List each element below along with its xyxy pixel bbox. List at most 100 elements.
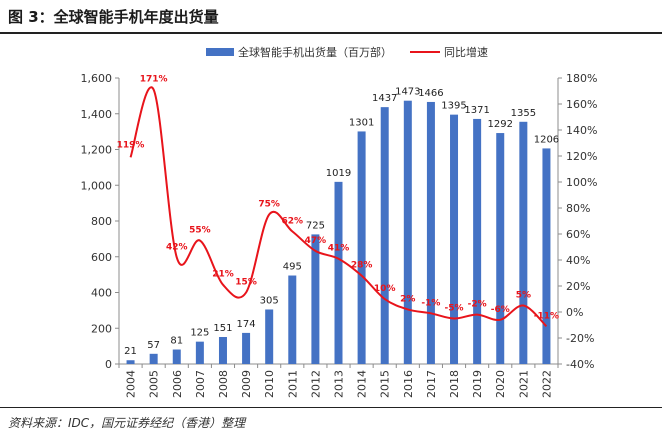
- line-value-label: 21%: [212, 270, 234, 280]
- bar-value-label: 1292: [488, 119, 513, 130]
- bar: [357, 131, 366, 364]
- x-tick-label: 2019: [471, 370, 484, 398]
- bar: [288, 275, 297, 364]
- bar-value-label: 1355: [511, 108, 536, 119]
- bar: [172, 349, 181, 364]
- line-value-label: 55%: [189, 226, 211, 236]
- right-tick-label: -20%: [566, 332, 594, 345]
- line-value-label: 5%: [516, 291, 531, 301]
- bar: [195, 341, 204, 364]
- right-tick-label: 100%: [566, 176, 597, 189]
- bar: [126, 360, 135, 364]
- left-tick-label: 0: [105, 358, 112, 371]
- legend: 全球智能手机出货量（百万部） 同比增速: [206, 45, 488, 59]
- bar-value-label: 81: [170, 336, 183, 347]
- bar: [450, 114, 459, 364]
- left-tick-label: 200: [91, 322, 112, 335]
- x-tick-label: 2018: [448, 370, 461, 398]
- right-tick-label: 60%: [566, 228, 590, 241]
- x-tick-label: 2016: [402, 370, 415, 398]
- footer-rule: [0, 407, 662, 408]
- line-value-label: 62%: [282, 216, 304, 226]
- bar: [426, 101, 435, 364]
- x-tick-label: 2014: [356, 370, 369, 398]
- bar-data-labels: 21 57 81 125 151 174 305 495 725 1019 1301 14371473…: [124, 87, 559, 358]
- right-tick-label: 160%: [566, 98, 597, 111]
- legend-bar-swatch: [206, 48, 234, 56]
- bar-value-label: 57: [147, 340, 160, 351]
- x-tick-label: 2011: [286, 370, 299, 398]
- line-value-label: 10%: [374, 284, 396, 294]
- bar: [311, 234, 320, 364]
- bar-value-label: 495: [283, 262, 302, 273]
- x-tick-label: 2006: [171, 370, 184, 398]
- x-tick-label: 2007: [194, 370, 207, 398]
- legend-line-label: 同比增速: [444, 45, 488, 59]
- x-tick-label: 2015: [379, 370, 392, 398]
- bar-value-label: 305: [260, 295, 279, 306]
- bar-value-label: 125: [190, 328, 209, 339]
- line-value-label: -1%: [421, 298, 440, 308]
- left-tick-label: 600: [91, 251, 112, 264]
- title-rule: [0, 32, 662, 34]
- left-tick-label: 1,200: [81, 144, 113, 157]
- right-tick-label: 40%: [566, 254, 590, 267]
- x-tick-label: 2009: [240, 370, 253, 398]
- bar-value-label: 21: [124, 346, 137, 357]
- left-y-axis: 0 200 400 600 800 1,000 1,200 1,400 1,600: [81, 72, 120, 371]
- figure-title: 图 3：全球智能手机年度出货量: [8, 8, 219, 26]
- bar: [265, 309, 274, 364]
- line-value-label: 28%: [351, 261, 373, 271]
- x-tick-label: 2008: [217, 370, 230, 398]
- line-value-label: 171%: [140, 75, 168, 85]
- bar-value-label: 151: [213, 323, 232, 334]
- bar: [496, 133, 505, 364]
- line-data-labels: 119% 171% 42%55% 21%15% 75%62%47%41%28% 10% 2%…: [117, 75, 559, 322]
- bar-value-label: 1437: [372, 93, 397, 104]
- x-tick-label: 2020: [494, 370, 507, 398]
- line-value-label: 47%: [305, 236, 327, 246]
- bar-value-label: 1019: [326, 168, 351, 179]
- bar: [380, 107, 389, 364]
- bar: [542, 148, 551, 364]
- growth-line: [129, 86, 548, 328]
- left-tick-label: 1,000: [81, 179, 113, 192]
- bar: [242, 332, 251, 364]
- bar-value-label: 1473: [395, 87, 420, 98]
- x-tick-label: 2013: [333, 370, 346, 398]
- x-tick-label: 2022: [540, 370, 553, 398]
- x-tick-label: 2012: [309, 370, 322, 398]
- bar-series: [126, 100, 551, 365]
- bar-value-label: 1395: [441, 101, 466, 112]
- bar-value-label: 1466: [418, 88, 443, 99]
- line-value-label: 119%: [117, 140, 145, 150]
- right-tick-label: 0%: [566, 306, 583, 319]
- bar-value-label: 725: [306, 220, 325, 231]
- right-tick-label: 140%: [566, 124, 597, 137]
- line-value-label: -11%: [534, 311, 559, 321]
- bar: [519, 121, 528, 364]
- bar-value-label: 1301: [349, 117, 374, 128]
- line-series: [129, 86, 548, 328]
- line-value-label: 15%: [235, 278, 257, 288]
- source-note: 资料来源：IDC，国元证券经纪（香港）整理: [8, 416, 246, 430]
- line-value-label: 42%: [166, 242, 188, 252]
- right-tick-label: 20%: [566, 280, 590, 293]
- bar: [334, 181, 343, 364]
- right-tick-label: 120%: [566, 150, 597, 163]
- x-tick-label: 2005: [148, 370, 161, 398]
- bar: [473, 118, 482, 364]
- x-axis: 2004 2005 2006 2007 2008 2009 2010 2011 2012 2013…: [118, 363, 559, 398]
- bar: [218, 337, 227, 364]
- bar: [403, 100, 412, 365]
- bar-value-label: 174: [237, 319, 256, 330]
- right-tick-label: 180%: [566, 72, 597, 85]
- x-tick-label: 2004: [125, 370, 138, 398]
- line-value-label: -5%: [445, 304, 464, 314]
- legend-bar-label: 全球智能手机出货量（百万部）: [238, 45, 392, 59]
- left-tick-label: 1,600: [81, 72, 113, 85]
- line-value-label: -6%: [491, 305, 510, 315]
- line-value-label: 75%: [258, 200, 280, 210]
- bar: [149, 353, 158, 364]
- bar-value-label: 1371: [464, 105, 489, 116]
